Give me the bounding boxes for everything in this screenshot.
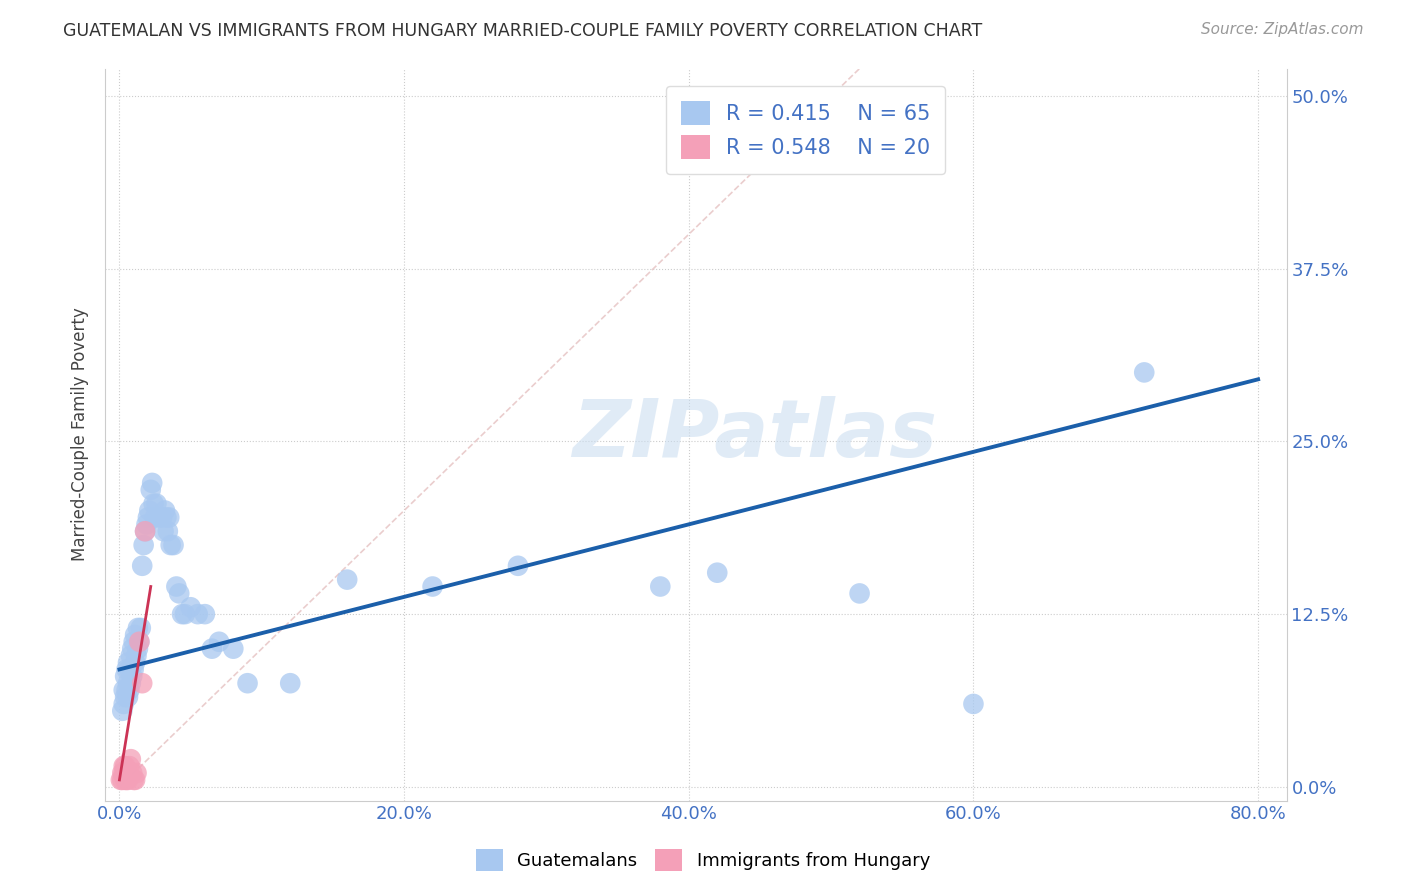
Point [117,656,139,670]
Point [506,558,529,573]
Point [112,697,135,711]
Point [118,759,141,773]
Point [121,669,143,683]
Point [962,697,984,711]
Point [132,538,155,552]
Point [336,573,359,587]
Legend: Guatemalans, Immigrants from Hungary: Guatemalans, Immigrants from Hungary [468,842,938,879]
Point [148,510,170,524]
Point [111,772,134,787]
Point [112,683,135,698]
Point [278,676,301,690]
Point [136,510,159,524]
Point [111,766,134,780]
Point [111,704,134,718]
Point [222,641,245,656]
Point [125,766,148,780]
Point [117,690,139,704]
Point [115,662,138,676]
Y-axis label: Married-Couple Family Poverty: Married-Couple Family Poverty [72,308,89,561]
Point [114,759,136,773]
Point [131,676,153,690]
Point [122,634,145,648]
Point [117,676,139,690]
Point [236,676,259,690]
Point [114,690,136,704]
Point [115,683,138,698]
Point [115,766,138,780]
Point [135,517,157,532]
Point [127,621,149,635]
Point [138,503,160,517]
Point [127,641,149,656]
Point [157,510,180,524]
Point [156,524,179,539]
Point [706,566,728,580]
Point [110,772,132,787]
Point [128,634,150,648]
Point [162,538,184,552]
Point [118,683,141,698]
Point [150,510,173,524]
Point [129,621,152,635]
Legend: R = 0.415    N = 65, R = 0.548    N = 20: R = 0.415 N = 65, R = 0.548 N = 20 [666,87,945,174]
Point [128,634,150,648]
Point [124,628,146,642]
Point [180,600,202,615]
Point [118,662,141,676]
Point [201,641,224,656]
Point [208,634,231,648]
Point [124,656,146,670]
Point [167,586,190,600]
Point [121,641,143,656]
Point [125,648,148,663]
Point [1133,366,1156,380]
Point [122,662,145,676]
Point [120,648,142,663]
Point [143,510,166,524]
Point [117,766,139,780]
Point [121,766,143,780]
Point [114,772,136,787]
Point [120,752,142,766]
Point [194,607,217,621]
Point [112,766,135,780]
Point [120,676,142,690]
Point [174,607,197,621]
Point [115,772,138,787]
Point [159,538,181,552]
Text: Source: ZipAtlas.com: Source: ZipAtlas.com [1201,22,1364,37]
Point [187,607,209,621]
Point [422,580,444,594]
Point [142,497,165,511]
Point [124,772,146,787]
Point [152,524,174,539]
Point [848,586,870,600]
Point [165,580,187,594]
Point [112,759,135,773]
Point [139,483,162,497]
Point [122,772,145,787]
Point [131,558,153,573]
Point [155,510,177,524]
Point [141,475,163,490]
Point [650,580,672,594]
Point [117,772,139,787]
Point [114,669,136,683]
Point [134,524,156,539]
Point [145,497,167,511]
Text: ZIPatlas: ZIPatlas [572,395,938,474]
Point [153,503,176,517]
Text: GUATEMALAN VS IMMIGRANTS FROM HUNGARY MARRIED-COUPLE FAMILY POVERTY CORRELATION : GUATEMALAN VS IMMIGRANTS FROM HUNGARY MA… [63,22,983,40]
Point [170,607,193,621]
Point [134,524,156,539]
